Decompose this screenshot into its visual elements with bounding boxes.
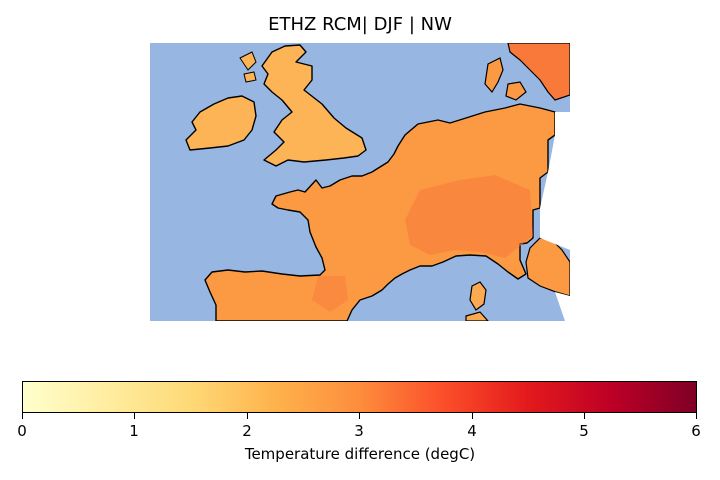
- colorbar-tick-label: 6: [691, 422, 701, 440]
- iberia-warm-patch: [312, 276, 348, 312]
- ireland-landmass: [185, 95, 257, 151]
- map-panel: [150, 43, 570, 321]
- figure-title: ETHZ RCM| DJF | NW: [268, 14, 452, 35]
- colorbar-tick-label: 2: [242, 422, 252, 440]
- great-britain-landmass: [261, 44, 367, 167]
- denmark-landmass: [484, 57, 504, 94]
- colorbar-tick: [134, 413, 135, 419]
- colorbar-tick: [696, 413, 697, 419]
- colorbar-tick: [247, 413, 248, 419]
- colorbar: [22, 381, 697, 413]
- warm-anomaly-region: [405, 175, 533, 258]
- colorbar-tick: [359, 413, 360, 419]
- colorbar-tick-label: 0: [17, 422, 27, 440]
- no-data-area: [540, 112, 570, 250]
- scottish-isles: [239, 51, 257, 83]
- danish-island: [505, 81, 527, 101]
- colorbar-tick-label: 5: [579, 422, 589, 440]
- colorbar-tick-label: 3: [354, 422, 364, 440]
- no-data-area-south: [555, 292, 570, 321]
- colorbar-tick-label: 1: [129, 422, 139, 440]
- colorbar-tick: [584, 413, 585, 419]
- colorbar-label: Temperature difference (degC): [244, 445, 476, 463]
- colorbar-tick: [472, 413, 473, 419]
- sardinia-island: [465, 311, 489, 321]
- scandinavia-landmass: [507, 43, 570, 101]
- colorbar-tick-label: 4: [467, 422, 477, 440]
- corsica-island: [469, 281, 487, 311]
- continental-europe-landmass: [204, 103, 556, 321]
- italy-landmass: [525, 237, 570, 297]
- colorbar-tick: [22, 413, 23, 419]
